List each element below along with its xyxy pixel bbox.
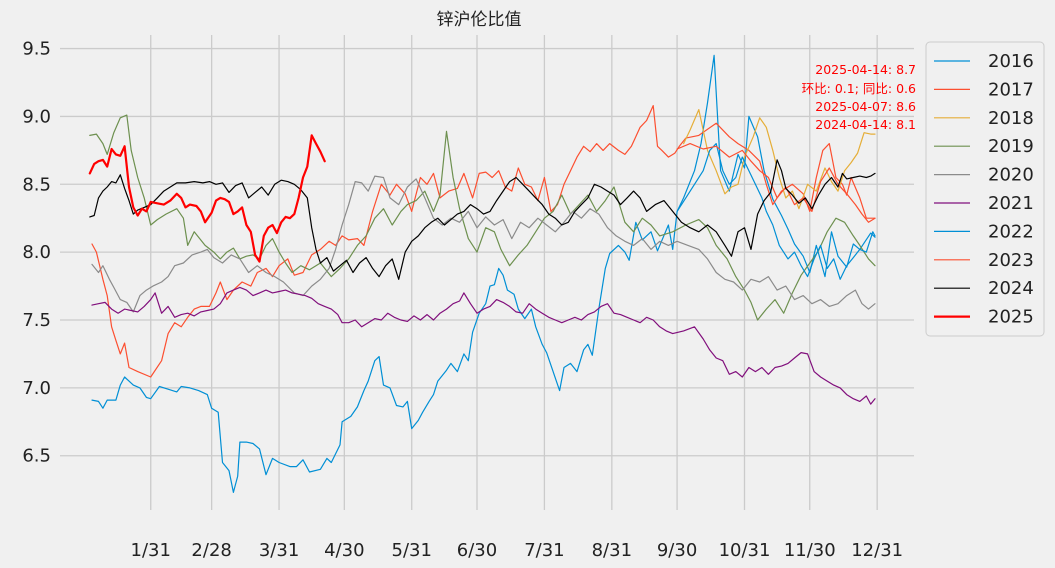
series-line-2018 xyxy=(683,109,876,210)
legend-label-2025: 2025 xyxy=(988,307,1034,328)
series-line-2025 xyxy=(88,134,326,263)
series-line-2017 xyxy=(91,105,876,378)
x-tick-label: 2/28 xyxy=(191,540,231,561)
y-tick-label: 8.5 xyxy=(22,174,51,195)
series-line-2023 xyxy=(676,143,876,223)
legend-label-2019: 2019 xyxy=(988,136,1034,157)
y-tick-label: 8.0 xyxy=(22,242,51,263)
y-axis-ticks: 6.5 7.0 7.5 8.0 8.5 9.0 9.5 xyxy=(22,39,51,467)
series-line-2019 xyxy=(89,114,876,321)
series-layer xyxy=(88,54,876,493)
grid xyxy=(60,35,914,510)
x-tick-label: 1/31 xyxy=(131,540,171,561)
legend: 2016 2017 2018 2019 2020 2021 2022 2023 2024 2025 xyxy=(925,41,1045,337)
x-tick-label: 8/31 xyxy=(592,540,632,561)
annotation-box: 2025-04-14: 8.7 环比: 0.1; 同比: 0.6 2025-04… xyxy=(802,62,916,132)
annotation-line-2: 环比: 0.1; 同比: 0.6 xyxy=(802,81,916,96)
legend-label-2021: 2021 xyxy=(988,193,1034,214)
legend-label-2016: 2016 xyxy=(988,51,1034,72)
series-line-2020 xyxy=(91,175,876,313)
y-tick-label: 7.0 xyxy=(22,378,51,399)
series-line-2024 xyxy=(89,159,876,280)
legend-label-2024: 2024 xyxy=(988,278,1034,299)
legend-label-2018: 2018 xyxy=(988,108,1034,129)
legend-label-2020: 2020 xyxy=(988,165,1034,186)
chart-title: 锌沪伦比值 xyxy=(437,10,522,30)
x-tick-label: 4/30 xyxy=(324,540,364,561)
annotation-line-4: 2024-04-14: 8.1 xyxy=(815,117,916,132)
x-axis-ticks: 1/31 2/28 3/31 4/30 5/31 6/30 7/31 8/31 9/30 10/3… xyxy=(131,540,904,561)
annotation-line-3: 2025-04-07: 8.6 xyxy=(815,99,916,114)
x-tick-label: 9/30 xyxy=(657,540,697,561)
y-tick-label: 6.5 xyxy=(22,446,51,467)
x-tick-label: 10/31 xyxy=(719,540,771,561)
x-tick-label: 11/30 xyxy=(784,540,836,561)
x-tick-label: 7/31 xyxy=(524,540,564,561)
series-line-2022 xyxy=(676,143,876,280)
y-tick-label: 9.5 xyxy=(22,39,51,60)
annotation-line-1: 2025-04-14: 8.7 xyxy=(815,62,916,77)
x-tick-label: 3/31 xyxy=(259,540,299,561)
x-tick-label: 12/31 xyxy=(851,540,903,561)
series-line-2016 xyxy=(91,54,876,493)
y-tick-label: 7.5 xyxy=(22,310,51,331)
legend-label-2017: 2017 xyxy=(988,79,1034,100)
legend-label-2023: 2023 xyxy=(988,250,1034,271)
legend-frame xyxy=(925,41,1045,337)
y-tick-label: 9.0 xyxy=(22,106,51,127)
x-tick-label: 6/30 xyxy=(457,540,497,561)
series-line-2021 xyxy=(91,286,876,405)
legend-label-2022: 2022 xyxy=(988,221,1034,242)
x-tick-label: 5/31 xyxy=(392,540,432,561)
